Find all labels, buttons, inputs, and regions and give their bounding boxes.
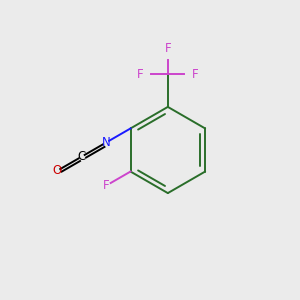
Text: F: F: [103, 179, 110, 192]
Text: F: F: [192, 68, 199, 81]
Text: N: N: [102, 136, 110, 149]
Text: C: C: [77, 150, 86, 163]
Text: F: F: [164, 42, 171, 56]
Text: O: O: [52, 164, 62, 177]
Text: F: F: [137, 68, 143, 81]
